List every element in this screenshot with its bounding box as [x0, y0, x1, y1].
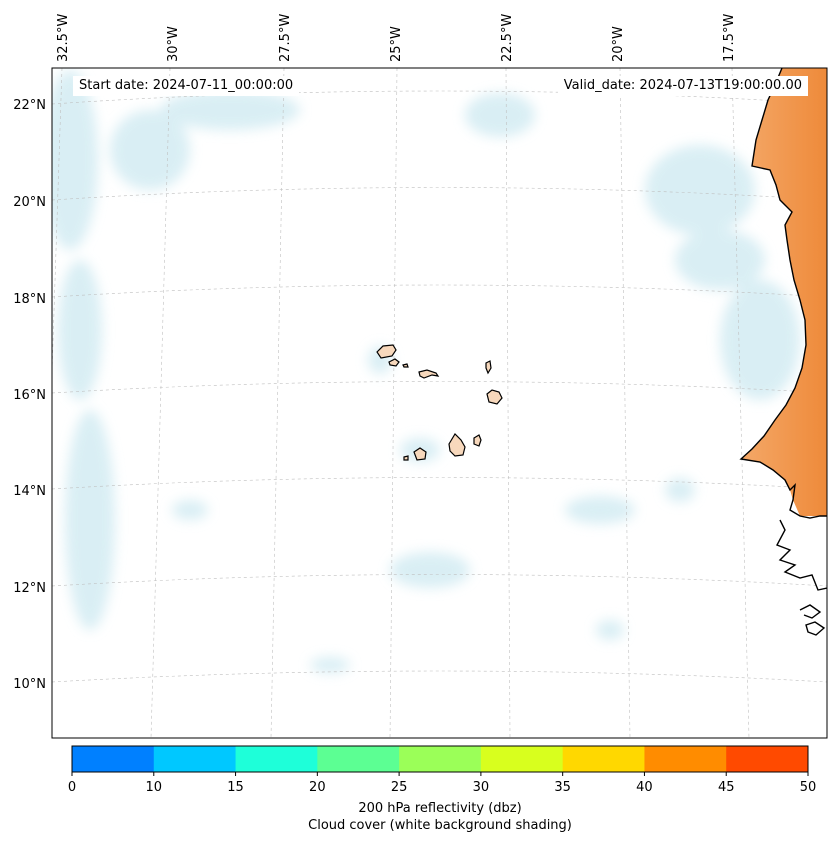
- gridline-lat-12: [52, 574, 827, 587]
- gridline-lon-22-5: [505, 68, 511, 738]
- reflectivity-layer: [376, 68, 827, 516]
- colorbar-segment: [562, 746, 645, 772]
- cloud-patch: [310, 657, 350, 673]
- colorbar-segment: [153, 746, 237, 772]
- cloud-patch: [596, 620, 624, 640]
- cloud-patch: [172, 500, 208, 520]
- gridline-lat-18: [52, 284, 827, 298]
- island-santo-antao: [376, 344, 397, 359]
- cloud-patch: [465, 93, 535, 137]
- island-sal: [485, 360, 492, 375]
- lat-label: 10°N: [13, 677, 46, 692]
- colorbar-tick-label: 40: [636, 780, 653, 795]
- island-sao-vicente: [388, 358, 400, 367]
- graticule: [52, 68, 827, 738]
- colorbar-segment: [317, 746, 400, 772]
- map-frame: [51, 67, 828, 739]
- colorbar-segment: [399, 746, 482, 772]
- island-maio: [473, 434, 482, 447]
- gridline-lat-10: [52, 670, 827, 683]
- colorbar-tick-label: 0: [67, 780, 77, 795]
- gridline-lon-20: [619, 68, 631, 738]
- colorbar-segment: [726, 746, 809, 772]
- colorbar-tick-label: 20: [309, 780, 326, 795]
- colorbar-segment: [235, 746, 318, 772]
- cloud-patch: [565, 496, 635, 524]
- colorbar-segment: [480, 746, 564, 772]
- cloud-patch: [720, 280, 800, 400]
- cloud-patch: [110, 110, 190, 190]
- cloud-patch: [160, 90, 300, 130]
- gridline-lon-25: [389, 68, 398, 738]
- colorbar-subtitle: Cloud cover (white background shading): [308, 818, 572, 833]
- latitude-labels: 22°N 20°N 18°N 16°N 14°N 12°N 10°N: [13, 98, 46, 692]
- lat-label: 22°N: [13, 98, 46, 113]
- colorbar-segment: [644, 746, 727, 772]
- colorbar-title: 200 hPa reflectivity (dbz): [358, 801, 522, 816]
- colorbar: [71, 746, 809, 776]
- island-santiago: [448, 433, 466, 457]
- island-santa-luzia: [402, 363, 409, 368]
- cloud-patch: [65, 410, 115, 630]
- gridline-lat-14: [52, 477, 827, 490]
- colorbar-tick-label: 25: [390, 780, 408, 795]
- lon-label: 17.5°W: [722, 14, 737, 62]
- lat-label: 20°N: [13, 195, 46, 210]
- colorbar-tick-label: 30: [472, 780, 490, 795]
- lat-label: 16°N: [13, 388, 46, 403]
- lon-label: 27.5°W: [278, 14, 293, 62]
- lon-label: 32.5°W: [56, 14, 71, 62]
- cloud-cover-shading: [52, 70, 800, 673]
- colorbar-tick-label: 15: [227, 780, 244, 795]
- lat-label: 18°N: [13, 292, 46, 307]
- colorbar-tick-label: 50: [799, 780, 817, 795]
- lon-label: 22.5°W: [500, 14, 515, 62]
- lon-label: 30°W: [166, 26, 181, 62]
- colorbar-frame: [71, 745, 809, 773]
- start-date-label: Start date: 2024-07-11_00:00:00: [73, 76, 300, 96]
- cloud-patch: [390, 552, 470, 588]
- gridline-lon-30: [150, 68, 171, 738]
- lat-label: 14°N: [13, 484, 46, 499]
- gridline-lat-16: [52, 381, 827, 394]
- cloud-patch: [645, 145, 755, 235]
- valid-date-label: Valid_date: 2024-07-13T19:00:00.00: [557, 76, 808, 96]
- cloud-patch: [58, 260, 102, 400]
- gridline-lon-27-5: [270, 68, 285, 738]
- colorbar-tick-label: 10: [145, 780, 163, 795]
- colorbar-segment: [72, 746, 155, 772]
- lon-label: 20°W: [611, 26, 626, 62]
- gridline-lon-17-5: [731, 68, 750, 738]
- longitude-labels: 32.5°W 30°W 27.5°W 25°W 22.5°W 20°W 17.5…: [56, 14, 737, 62]
- africa-coast-reflectivity: [741, 68, 827, 516]
- cape-verde-islands: [376, 344, 503, 461]
- island-boa-vista: [486, 389, 503, 405]
- cloud-patch: [52, 70, 98, 250]
- colorbar-tick-label: 35: [554, 780, 571, 795]
- coastline: [739, 68, 827, 636]
- cloud-patch: [665, 478, 695, 502]
- lon-label: 25°W: [389, 26, 404, 62]
- island-fogo: [413, 447, 427, 461]
- island-sao-nicolau: [418, 369, 440, 379]
- lat-label: 12°N: [13, 581, 46, 596]
- colorbar-tick-label: 45: [717, 780, 735, 795]
- island-brava: [403, 455, 409, 461]
- cloud-patch: [675, 230, 765, 290]
